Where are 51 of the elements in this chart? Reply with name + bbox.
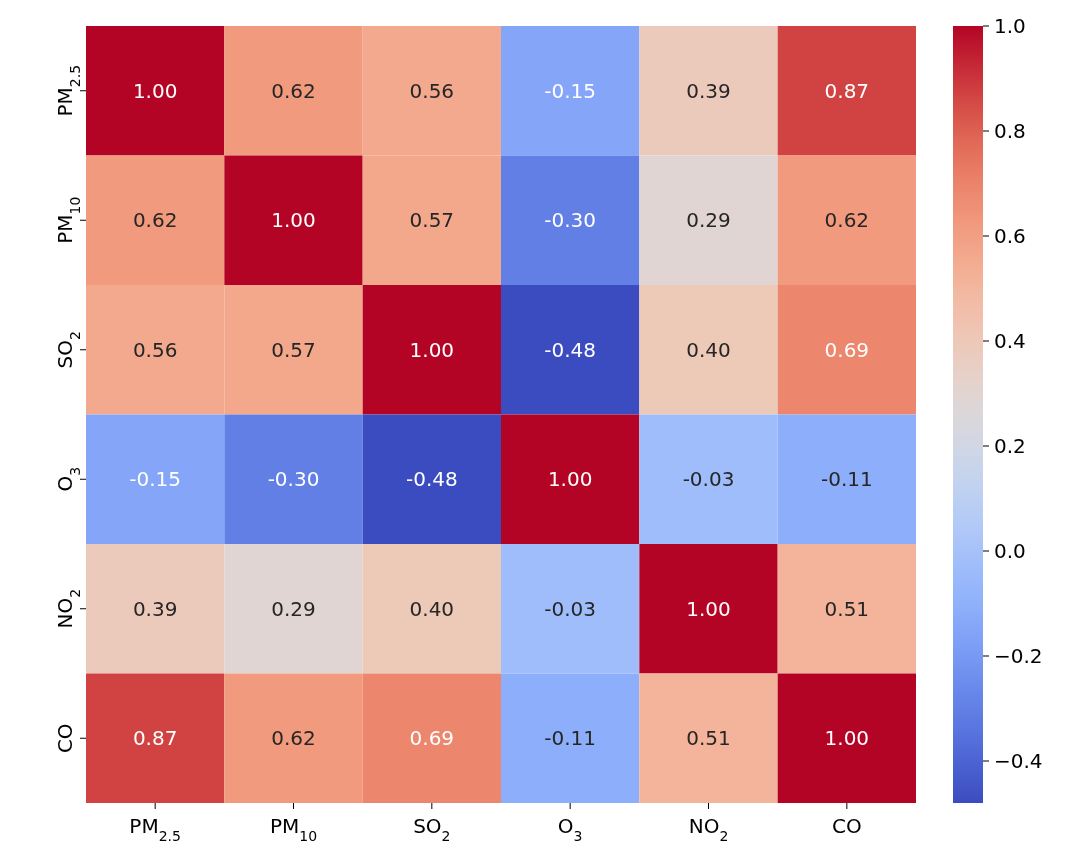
color-bar-label: −0.4 — [994, 749, 1043, 773]
data-label: 0.40 — [409, 596, 455, 621]
y-tick-label: CO — [53, 723, 77, 754]
data-label: 0.87 — [132, 726, 178, 751]
data-label: 0.56 — [132, 337, 178, 362]
color-bar-label: 0.4 — [994, 329, 1026, 353]
color-bar-label: −0.2 — [994, 644, 1043, 668]
x-tick-label: NO$_{2}$ — [688, 814, 729, 844]
data-label: 0.62 — [824, 208, 870, 233]
data-label: -0.03 — [544, 596, 597, 621]
data-label: -0.48 — [405, 467, 458, 492]
data-label: 0.51 — [686, 726, 731, 751]
x-tick-label: SO$_{2}$ — [413, 814, 451, 844]
data-label: 1.00 — [824, 726, 870, 751]
data-label: 0.40 — [686, 337, 731, 362]
color-bar-label: 0.8 — [994, 119, 1026, 143]
data-label: 0.57 — [271, 337, 316, 362]
data-label: 0.69 — [824, 337, 870, 362]
x-tick-label: PM$_{2.5}$ — [129, 814, 181, 844]
data-label: 0.29 — [271, 596, 316, 621]
color-bar-label: 1.0 — [994, 14, 1026, 38]
data-label: 1.00 — [132, 78, 178, 103]
data-label: -0.30 — [544, 208, 597, 233]
data-label: 0.51 — [824, 596, 870, 621]
data-label: 1.00 — [686, 596, 731, 621]
data-label: -0.15 — [129, 467, 182, 492]
color-bar-label: 0.2 — [994, 434, 1026, 458]
data-label: -0.48 — [544, 337, 597, 362]
data-label: 0.29 — [686, 208, 731, 233]
data-label: 0.87 — [824, 78, 870, 103]
data-label: 0.56 — [409, 78, 455, 103]
data-label: 0.57 — [409, 208, 455, 233]
color-bar-label: 0.6 — [994, 224, 1026, 248]
x-tick-label: O$_{3}$ — [557, 814, 583, 844]
data-label: 1.00 — [271, 208, 316, 233]
data-label: -0.15 — [544, 78, 597, 103]
data-label: 0.69 — [409, 726, 455, 751]
color-bar-label: 0.0 — [994, 539, 1026, 563]
data-label: -0.11 — [544, 726, 597, 751]
data-label: -0.30 — [267, 467, 320, 492]
data-label: -0.03 — [682, 467, 735, 492]
data-label: 0.62 — [271, 78, 316, 103]
x-tick-label: CO — [831, 814, 862, 838]
data-label: 0.62 — [271, 726, 316, 751]
x-tick-label: PM$_{10}$ — [269, 814, 318, 844]
data-label: -0.11 — [820, 467, 873, 492]
data-label: 0.62 — [132, 208, 178, 233]
data-label: 0.39 — [686, 78, 731, 103]
data-label: 0.39 — [132, 596, 178, 621]
data-label: 1.00 — [409, 337, 455, 362]
data-label: 1.00 — [547, 467, 593, 492]
